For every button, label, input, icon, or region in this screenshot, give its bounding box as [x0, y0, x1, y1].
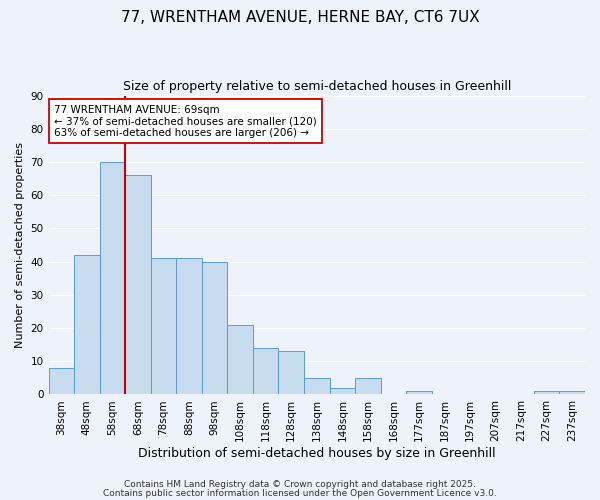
- Y-axis label: Number of semi-detached properties: Number of semi-detached properties: [15, 142, 25, 348]
- Bar: [74, 255, 100, 394]
- Bar: [304, 378, 329, 394]
- Text: Contains HM Land Registry data © Crown copyright and database right 2025.: Contains HM Land Registry data © Crown c…: [124, 480, 476, 489]
- Bar: [559, 391, 585, 394]
- Bar: [329, 388, 355, 394]
- X-axis label: Distribution of semi-detached houses by size in Greenhill: Distribution of semi-detached houses by …: [138, 447, 496, 460]
- Bar: [406, 391, 432, 394]
- Bar: [534, 391, 559, 394]
- Bar: [125, 176, 151, 394]
- Bar: [202, 262, 227, 394]
- Text: Contains public sector information licensed under the Open Government Licence v3: Contains public sector information licen…: [103, 488, 497, 498]
- Bar: [176, 258, 202, 394]
- Text: 77 WRENTHAM AVENUE: 69sqm
← 37% of semi-detached houses are smaller (120)
63% of: 77 WRENTHAM AVENUE: 69sqm ← 37% of semi-…: [54, 104, 317, 138]
- Bar: [253, 348, 278, 395]
- Text: 77, WRENTHAM AVENUE, HERNE BAY, CT6 7UX: 77, WRENTHAM AVENUE, HERNE BAY, CT6 7UX: [121, 10, 479, 25]
- Bar: [355, 378, 380, 394]
- Bar: [278, 352, 304, 395]
- Bar: [100, 162, 125, 394]
- Bar: [227, 324, 253, 394]
- Bar: [151, 258, 176, 394]
- Bar: [49, 368, 74, 394]
- Title: Size of property relative to semi-detached houses in Greenhill: Size of property relative to semi-detach…: [122, 80, 511, 93]
